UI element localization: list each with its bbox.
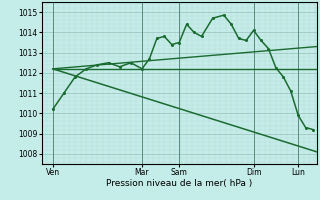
X-axis label: Pression niveau de la mer( hPa ): Pression niveau de la mer( hPa ) <box>106 179 252 188</box>
